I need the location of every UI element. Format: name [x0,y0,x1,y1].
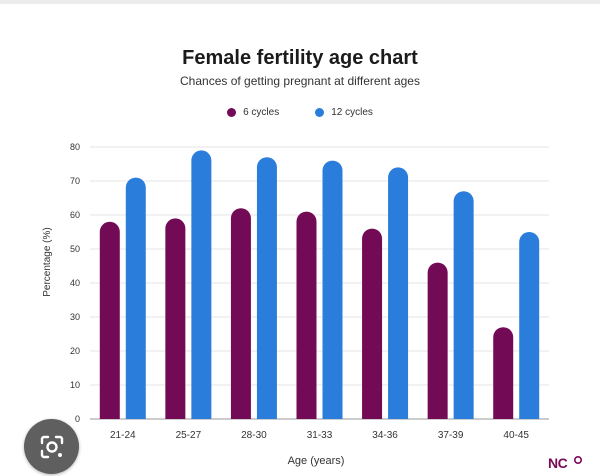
bar-12-cycles-25-27 [191,150,212,419]
nc-logo: NC [548,455,592,475]
chart-subtitle: Chances of getting pregnant at different… [180,74,420,88]
legend-item-6-cycles: 6 cycles [227,107,279,118]
lens-search-button[interactable] [24,419,79,474]
bar-6-cycles-28-30 [230,208,251,419]
bar-6-cycles-34-36 [362,228,383,419]
x-tick-label: 25-27 [176,430,202,441]
top-edge-strip [0,0,600,4]
x-tick-label: 28-30 [241,430,267,441]
y-tick-label: 70 [70,176,80,186]
x-tick-label: 21-24 [110,430,136,441]
legend-swatch-6-cycles [227,107,237,117]
bar-12-cycles-37-39 [453,191,474,419]
y-axis-label: Percentage (%) [42,227,53,296]
y-tick-label: 60 [70,210,80,220]
bar-12-cycles-40-45 [519,232,540,419]
bar-12-cycles-28-30 [256,157,277,419]
x-tick-label: 37-39 [438,430,464,441]
bar-12-cycles-21-24 [125,177,146,419]
google-lens-icon [40,435,63,458]
bar-6-cycles-25-27 [165,218,186,419]
bar-6-cycles-37-39 [427,262,448,419]
bars [99,150,540,419]
bar-6-cycles-40-45 [493,327,514,419]
y-tick-label: 30 [70,312,80,322]
legend-label-12-cycles: 12 cycles [331,106,373,118]
x-axis-label: Age (years) [288,455,345,467]
x-tick-label: 40-45 [503,430,529,441]
nc-logo-icon [573,455,583,465]
grid-lines [90,146,549,420]
nc-logo-text: NC [548,455,568,471]
chart-legend: 6 cycles 12 cycles [0,105,600,119]
y-tick-label: 20 [70,346,80,356]
y-tick-label: 50 [70,244,80,254]
y-tick-label: 40 [70,278,80,288]
legend-label-6-cycles: 6 cycles [243,106,280,118]
bar-6-cycles-21-24 [99,221,120,419]
x-tick-label: 34-36 [372,430,398,441]
chart-title: Female fertility age chart [182,47,418,69]
axis-ticks: 0 10 20 30 40 50 60 70 80 21-24 25-27 28-30 31-33 34-… [70,142,529,441]
y-tick-label: 80 [70,142,80,152]
bar-12-cycles-31-33 [322,160,343,419]
bar-12-cycles-34-36 [388,167,409,419]
legend-swatch-12-cycles [315,107,325,117]
y-tick-label: 10 [70,380,80,390]
y-tick-label: 0 [75,414,80,424]
x-tick-label: 31-33 [307,430,333,441]
legend-item-12-cycles: 12 cycles [315,107,373,118]
bar-6-cycles-31-33 [296,211,317,419]
